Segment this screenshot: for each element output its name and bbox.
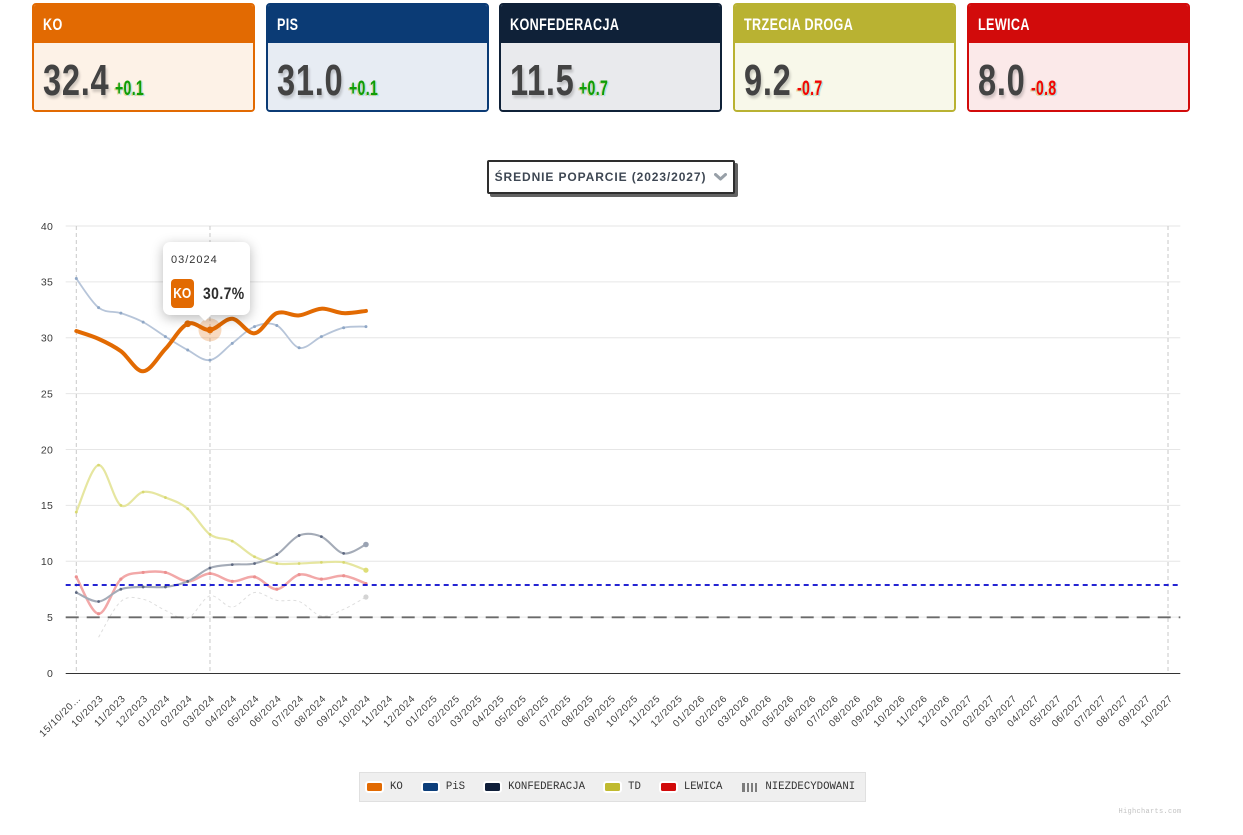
svg-text:20: 20 bbox=[41, 444, 53, 456]
svg-text:10: 10 bbox=[41, 556, 53, 568]
svg-text:15: 15 bbox=[41, 500, 53, 512]
svg-text:35: 35 bbox=[41, 277, 53, 289]
svg-text:30: 30 bbox=[41, 333, 53, 345]
svg-text:40: 40 bbox=[41, 221, 53, 233]
svg-text:25: 25 bbox=[41, 388, 53, 400]
svg-text:Highcharts.com: Highcharts.com bbox=[1118, 808, 1181, 816]
svg-text:5: 5 bbox=[47, 612, 53, 624]
svg-text:0: 0 bbox=[47, 668, 53, 680]
